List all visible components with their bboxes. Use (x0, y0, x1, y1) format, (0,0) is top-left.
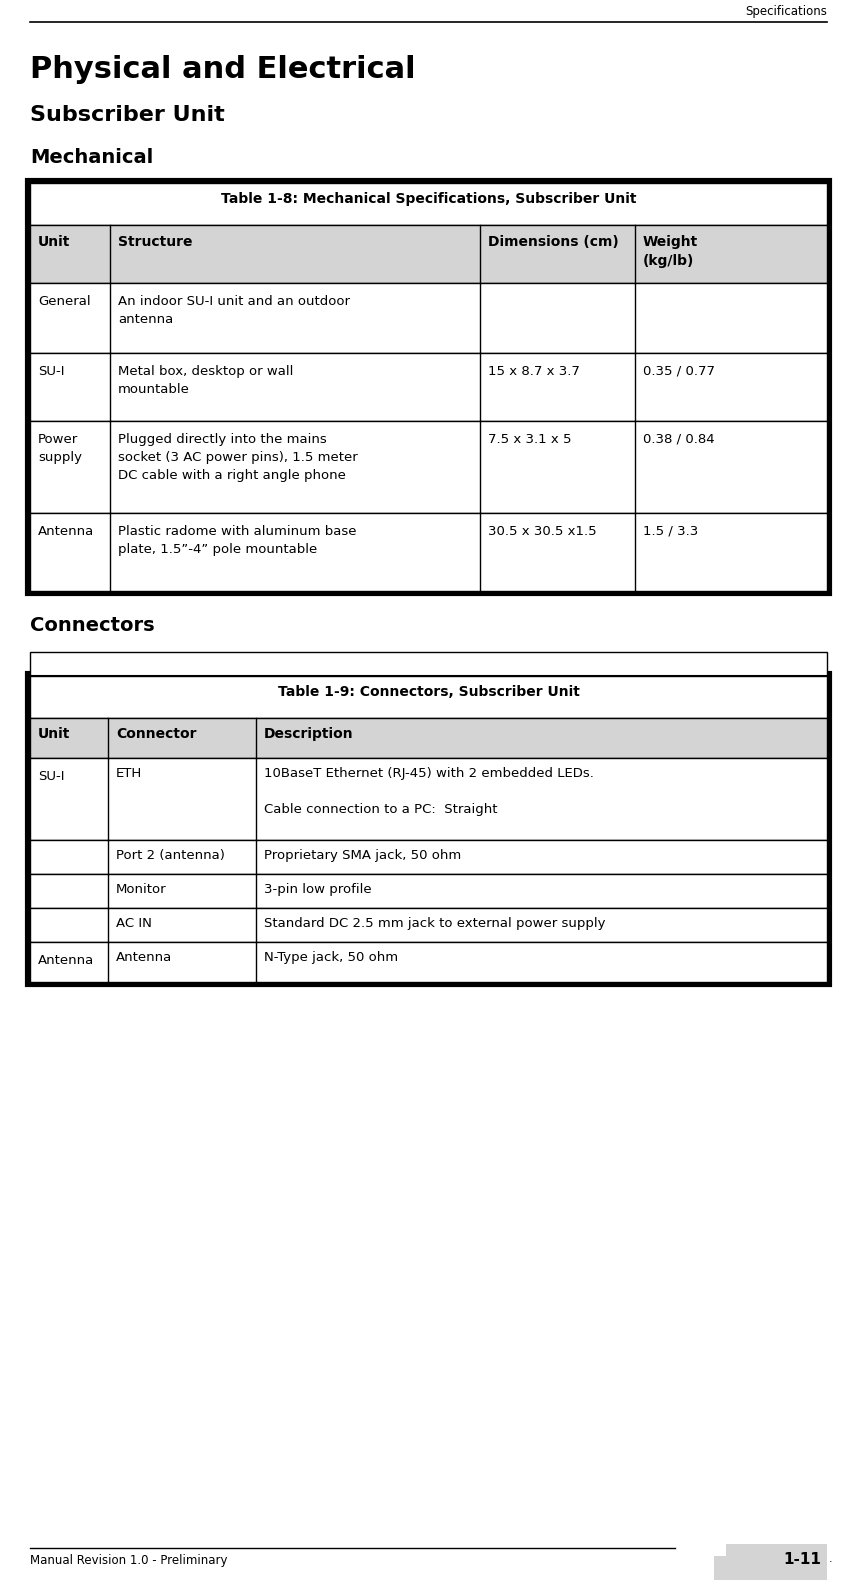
Text: Proprietary SMA jack, 50 ohm: Proprietary SMA jack, 50 ohm (264, 849, 461, 862)
Bar (30, 284, 827, 353)
Text: 15 x 8.7 x 3.7: 15 x 8.7 x 3.7 (488, 364, 580, 379)
Bar (30, 353, 827, 421)
Bar (30, 759, 827, 840)
Text: ETH: ETH (116, 767, 142, 779)
Text: Structure: Structure (118, 234, 193, 249)
Bar (30, 184, 827, 591)
Text: Dimensions (cm): Dimensions (cm) (488, 234, 619, 249)
Text: N-Type jack, 50 ohm: N-Type jack, 50 ohm (264, 950, 399, 965)
Bar (30, 676, 827, 718)
Bar (27, 181, 830, 594)
Text: 7.5 x 3.1 x 5: 7.5 x 3.1 x 5 (488, 432, 572, 447)
Text: Physical and Electrical: Physical and Electrical (30, 55, 416, 84)
Text: 3-pin low profile: 3-pin low profile (264, 882, 372, 897)
Text: General: General (38, 295, 91, 307)
Text: Unit: Unit (38, 234, 70, 249)
Text: Plugged directly into the mains
socket (3 AC power pins), 1.5 meter
DC cable wit: Plugged directly into the mains socket (… (118, 432, 357, 482)
Bar (30, 653, 827, 676)
Bar (30, 718, 827, 759)
Text: Plastic radome with aluminum base
plate, 1.5”-4” pole mountable: Plastic radome with aluminum base plate,… (118, 524, 357, 556)
Text: 0.38 / 0.84: 0.38 / 0.84 (643, 432, 715, 447)
Bar (30, 840, 827, 874)
Bar (30, 676, 827, 982)
Text: Connectors: Connectors (30, 616, 154, 635)
Text: Connector: Connector (116, 727, 196, 741)
Text: 0.35 / 0.77: 0.35 / 0.77 (643, 364, 715, 379)
Bar (30, 942, 827, 982)
Text: Table 1-8: Mechanical Specifications, Subscriber Unit: Table 1-8: Mechanical Specifications, Su… (221, 192, 636, 206)
Text: Table 1-9: Connectors, Subscriber Unit: Table 1-9: Connectors, Subscriber Unit (278, 684, 579, 699)
Text: Antenna: Antenna (116, 950, 172, 965)
Text: Mechanical: Mechanical (30, 147, 153, 166)
Text: Power
supply: Power supply (38, 432, 82, 464)
Bar (30, 225, 827, 284)
Text: Port 2 (antenna): Port 2 (antenna) (116, 849, 225, 862)
Text: Antenna: Antenna (38, 954, 94, 966)
Text: Antenna: Antenna (38, 524, 94, 539)
Bar (30, 184, 827, 225)
Text: Unit: Unit (38, 727, 70, 741)
Bar (30, 908, 827, 942)
Bar (714, 1544, 726, 1555)
Text: Standard DC 2.5 mm jack to external power supply: Standard DC 2.5 mm jack to external powe… (264, 917, 606, 930)
Bar (27, 673, 830, 985)
Text: 30.5 x 30.5 x1.5: 30.5 x 30.5 x1.5 (488, 524, 596, 539)
Text: Manual Revision 1.0 - Preliminary: Manual Revision 1.0 - Preliminary (30, 1554, 227, 1567)
Bar (30, 874, 827, 908)
Text: Metal box, desktop or wall
mountable: Metal box, desktop or wall mountable (118, 364, 293, 396)
Text: Subscriber Unit: Subscriber Unit (30, 105, 225, 125)
Text: 10BaseT Ethernet (RJ-45) with 2 embedded LEDs.

Cable connection to a PC:  Strai: 10BaseT Ethernet (RJ-45) with 2 embedded… (264, 767, 594, 816)
Text: 1-11: 1-11 (783, 1552, 821, 1568)
Text: Weight
(kg/lb): Weight (kg/lb) (643, 234, 698, 269)
Text: 1.5 / 3.3: 1.5 / 3.3 (643, 524, 698, 539)
Text: Description: Description (264, 727, 354, 741)
Bar (30, 513, 827, 591)
Text: Monitor: Monitor (116, 882, 166, 897)
Text: An indoor SU-I unit and an outdoor
antenna: An indoor SU-I unit and an outdoor anten… (118, 295, 350, 326)
Text: SU-I: SU-I (38, 770, 64, 782)
Bar (30, 421, 827, 513)
Text: .: . (829, 1554, 833, 1563)
Bar (714, 1544, 827, 1579)
Text: SU-I: SU-I (38, 364, 64, 379)
Text: AC IN: AC IN (116, 917, 152, 930)
Text: Specifications: Specifications (745, 5, 827, 17)
